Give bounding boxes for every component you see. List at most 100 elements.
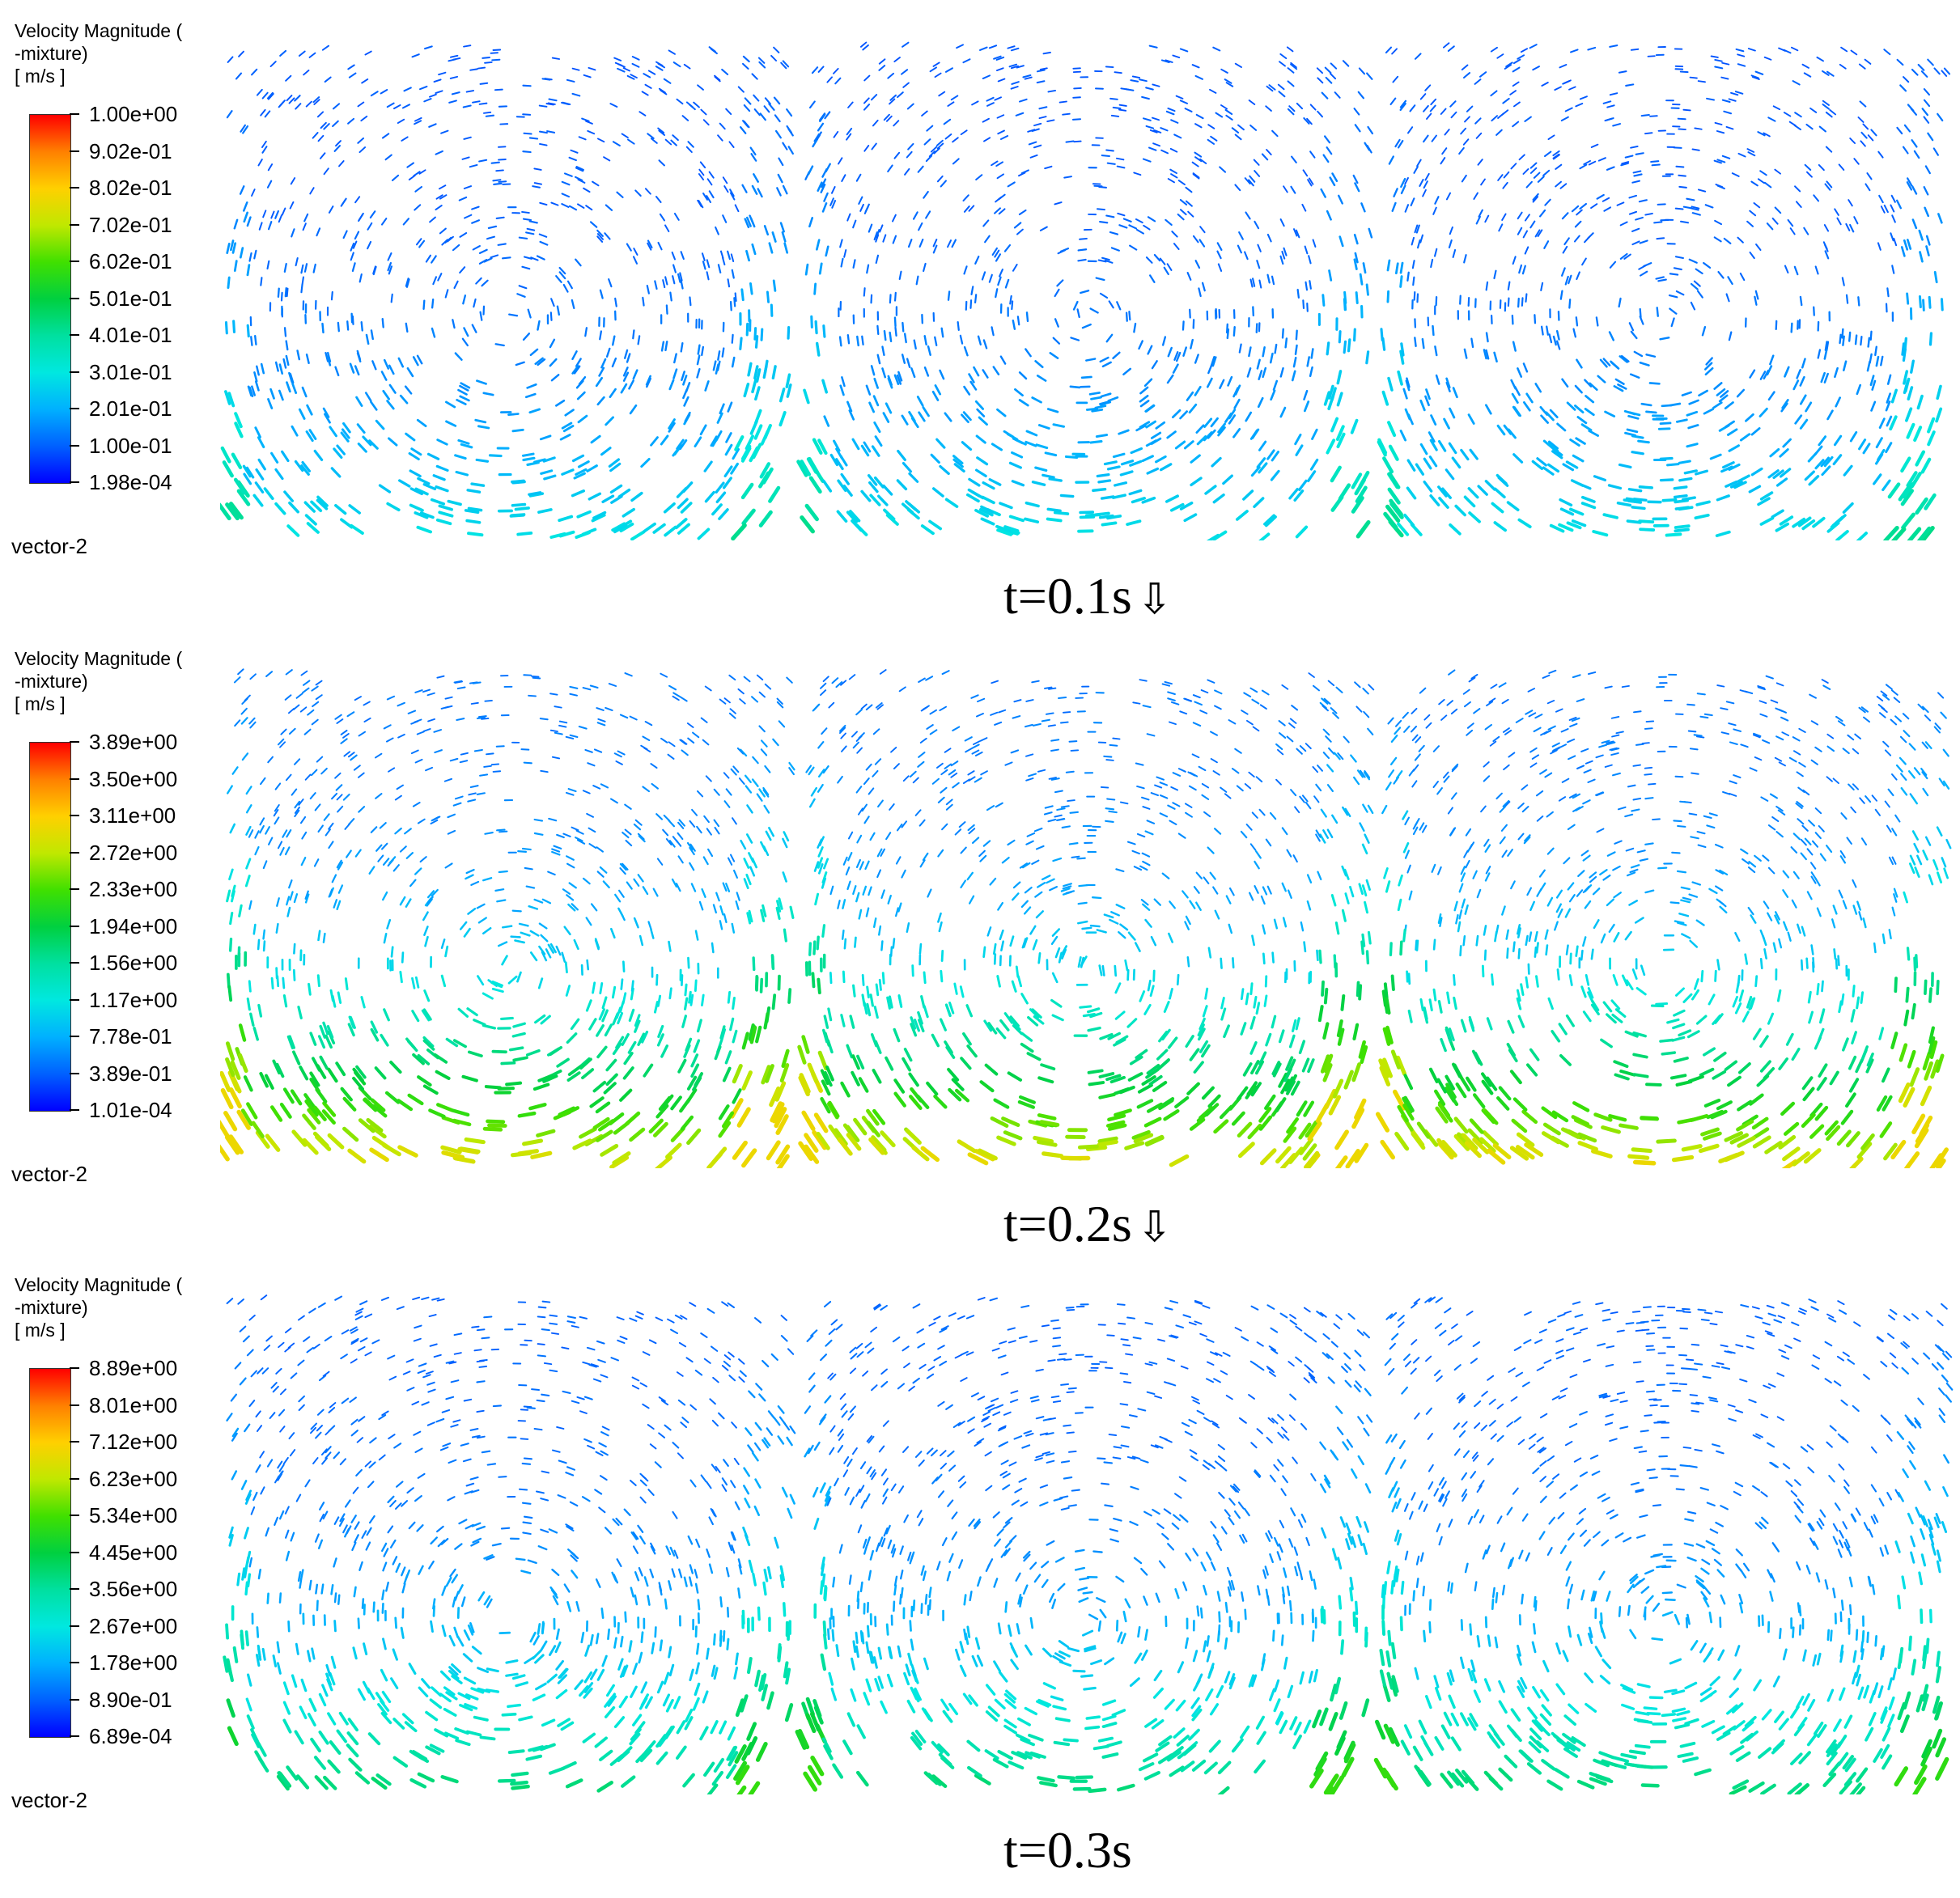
velocity-arrow <box>619 714 629 719</box>
velocity-arrow <box>1307 1058 1315 1074</box>
velocity-arrow <box>1619 252 1628 260</box>
velocity-arrow <box>763 423 772 440</box>
velocity-arrow <box>336 718 344 724</box>
velocity-arrow <box>725 883 731 892</box>
velocity-arrow <box>1381 390 1389 406</box>
velocity-arrow <box>261 140 267 148</box>
velocity-arrow <box>1118 930 1126 939</box>
velocity-arrow <box>1190 477 1203 487</box>
velocity-arrow <box>528 492 545 498</box>
velocity-arrow <box>303 728 312 735</box>
velocity-arrow <box>770 1101 783 1123</box>
velocity-arrow <box>1416 159 1422 167</box>
velocity-arrow <box>868 401 876 413</box>
velocity-arrow <box>368 866 375 875</box>
velocity-arrow <box>230 239 235 252</box>
velocity-arrow <box>1537 176 1545 183</box>
velocity-arrow <box>405 852 414 859</box>
velocity-arrow <box>1482 1130 1499 1146</box>
velocity-arrow <box>631 62 640 68</box>
velocity-arrow <box>1564 908 1572 918</box>
velocity-arrow <box>1271 951 1275 964</box>
velocity-arrow <box>354 231 360 240</box>
velocity-arrow <box>1878 194 1884 204</box>
velocity-arrow <box>1203 417 1213 428</box>
velocity-arrow <box>741 444 752 460</box>
velocity-arrow <box>1219 1104 1233 1120</box>
velocity-arrow <box>808 100 816 109</box>
velocity-arrow <box>564 409 575 417</box>
velocity-arrow <box>1623 498 1638 504</box>
velocity-arrow <box>1214 909 1220 920</box>
velocity-arrow <box>1480 178 1486 186</box>
velocity-arrow <box>470 701 479 705</box>
velocity-arrow <box>573 472 586 480</box>
velocity-arrow <box>1675 290 1685 296</box>
velocity-arrow <box>1100 495 1115 500</box>
velocity-arrow <box>1568 974 1573 986</box>
velocity-arrow <box>1849 223 1855 233</box>
velocity-arrow <box>530 1150 553 1159</box>
velocity-arrow <box>360 321 363 332</box>
velocity-arrow <box>1475 132 1483 139</box>
velocity-arrow <box>1555 340 1561 350</box>
velocity-arrow <box>1873 473 1882 485</box>
velocity-arrow <box>1705 357 1713 366</box>
velocity-arrow <box>1050 998 1063 1008</box>
velocity-arrow <box>959 334 964 345</box>
velocity-arrow <box>723 697 731 704</box>
velocity-arrow <box>696 368 701 379</box>
velocity-arrow <box>991 680 999 684</box>
velocity-arrow <box>399 394 409 405</box>
velocity-arrow <box>1336 370 1343 385</box>
colorbar-tick-label: 9.02e-01 <box>89 138 172 163</box>
velocity-arrow <box>1089 440 1103 444</box>
velocity-arrow <box>757 57 766 64</box>
velocity-arrow <box>1611 1013 1623 1023</box>
velocity-arrow <box>334 366 340 377</box>
velocity-arrow <box>677 821 685 829</box>
velocity-arrow <box>355 1065 367 1079</box>
velocity-arrow <box>823 1070 833 1087</box>
velocity-arrow <box>494 343 505 347</box>
velocity-arrow <box>1657 427 1671 430</box>
velocity-arrow <box>316 756 324 763</box>
velocity-arrow <box>347 1023 355 1037</box>
velocity-arrow <box>601 494 615 503</box>
velocity-arrow <box>561 193 571 198</box>
velocity-arrow <box>1400 342 1405 357</box>
velocity-arrow <box>1201 282 1206 292</box>
velocity-arrow <box>990 1116 1009 1128</box>
velocity-arrow <box>855 858 861 869</box>
velocity-arrow <box>945 799 953 806</box>
velocity-arrow <box>833 130 839 138</box>
velocity-arrow <box>1292 356 1297 368</box>
velocity-arrow <box>1927 132 1934 142</box>
velocity-arrow <box>1572 328 1577 338</box>
velocity-arrow <box>584 748 593 753</box>
velocity-arrow <box>1600 933 1606 944</box>
velocity-arrow <box>1300 921 1305 932</box>
velocity-arrow <box>1007 1071 1023 1082</box>
velocity-arrow <box>1326 341 1330 356</box>
velocity-arrow <box>732 1064 743 1084</box>
velocity-arrow <box>729 192 736 201</box>
velocity-arrow <box>467 799 477 803</box>
velocity-arrow <box>381 891 388 901</box>
velocity-arrow <box>685 146 693 153</box>
velocity-arrow <box>1022 74 1032 78</box>
velocity-arrow <box>813 282 817 295</box>
velocity-arrow <box>1626 428 1639 434</box>
velocity-arrow <box>1278 91 1286 98</box>
velocity-arrow <box>316 495 329 507</box>
velocity-arrow <box>479 773 489 777</box>
velocity-arrow <box>334 714 342 720</box>
velocity-arrow <box>1265 105 1272 112</box>
velocity-arrow <box>681 749 689 756</box>
velocity-arrow <box>1249 892 1254 901</box>
velocity-arrow <box>851 1054 860 1070</box>
velocity-arrow <box>433 78 442 83</box>
velocity-arrow <box>556 1057 570 1068</box>
velocity-arrow <box>1382 1057 1394 1078</box>
velocity-arrow <box>1545 944 1549 956</box>
